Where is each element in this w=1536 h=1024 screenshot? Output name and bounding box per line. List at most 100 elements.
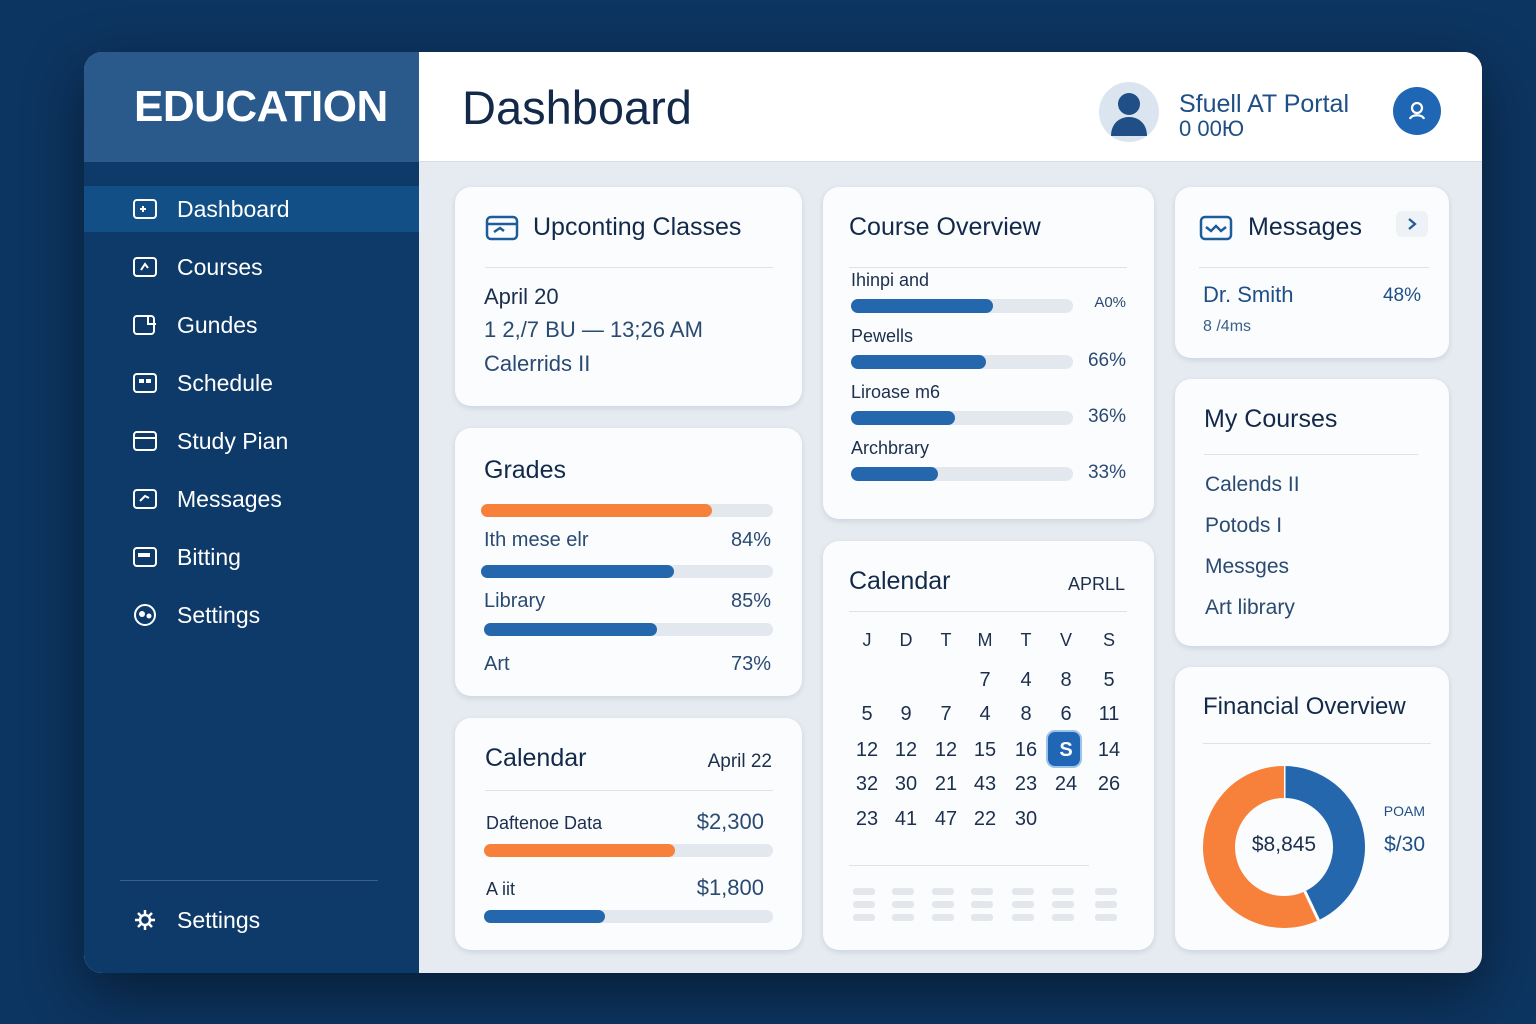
sidebar-item-messages[interactable]: Messages <box>84 476 419 522</box>
weekday-label: V <box>1059 630 1072 650</box>
course-label: Archbrary <box>851 438 930 458</box>
my-course-item[interactable]: Art library <box>1205 596 1295 619</box>
calendar-day[interactable]: 43 <box>973 773 997 795</box>
course-percent: A0% <box>1094 294 1126 311</box>
summary-value: $1,800 <box>696 875 764 900</box>
course-progress-fill <box>851 411 956 425</box>
calendar-day[interactable]: 23 <box>1014 773 1038 795</box>
financial-side-label: POAM <box>1383 803 1425 819</box>
donut-segment <box>1283 766 1365 921</box>
grade-value: 73% <box>730 653 771 675</box>
chevron-right-button[interactable] <box>1396 211 1428 237</box>
sidebar-item-courses[interactable]: Courses <box>84 244 419 290</box>
calendar-card: Calendar APRLL J D T M T V S 7 4 8 5 5 9 7 4 8 6 11 12 12 12… <box>823 541 1154 950</box>
calendar-day[interactable]: 30 <box>1014 808 1038 830</box>
course-percent: 33% <box>1087 462 1126 483</box>
settings-icon <box>132 603 158 627</box>
calendar-day[interactable]: 32 <box>855 773 879 795</box>
card-divider <box>1203 743 1431 744</box>
course-progress-fill <box>851 355 987 369</box>
sidebar-item-label: Settings <box>177 601 261 628</box>
calendar-day[interactable]: 24 <box>1054 773 1078 795</box>
placeholder-bar <box>892 914 914 921</box>
sidebar-item-study-plan[interactable]: Study Pian <box>84 418 419 464</box>
calendar-day[interactable]: 15 <box>973 739 997 761</box>
sidebar-item-dashboard[interactable]: Dashboard <box>84 186 419 232</box>
billing-icon <box>132 545 158 569</box>
page-title: Dashboard <box>462 81 692 134</box>
chevron-right-icon <box>1408 218 1417 230</box>
placeholder-bar <box>1012 888 1034 895</box>
sidebar-item-billing[interactable]: Bitting <box>84 534 419 580</box>
placeholder-bar <box>853 914 875 921</box>
sidebar-item-label: Dashboard <box>177 195 290 222</box>
donut-separator <box>1303 890 1320 921</box>
calendar-summary-date: April 22 <box>707 751 772 772</box>
calendar-day[interactable]: 16 <box>1014 739 1038 761</box>
calendar-day[interactable]: 9 <box>900 703 912 725</box>
course-percent: 36% <box>1087 406 1126 427</box>
grades-title: Grades <box>484 456 566 484</box>
calendar-day[interactable]: 5 <box>861 703 873 725</box>
grade-progress-fill <box>481 504 712 517</box>
calendar-summary-title: Calendar <box>485 744 587 772</box>
calendar-day[interactable]: 12 <box>855 739 879 761</box>
calendar-day[interactable]: 7 <box>940 703 952 725</box>
calendar-day[interactable]: 12 <box>894 739 918 761</box>
calendar-day[interactable]: 47 <box>934 808 958 830</box>
grade-progress-bar <box>484 623 773 636</box>
card-divider <box>485 790 773 791</box>
weekday-label: S <box>1102 630 1115 650</box>
message-sender[interactable]: Dr. Smith <box>1203 282 1294 307</box>
weekday-label: D <box>899 630 913 650</box>
calendar-day[interactable]: 41 <box>894 808 918 830</box>
calendar-day-selected[interactable]: S <box>1059 739 1073 761</box>
my-course-item[interactable]: Calends II <box>1205 473 1300 496</box>
donut-segment <box>1203 766 1319 928</box>
calendar-day[interactable]: 23 <box>855 808 879 830</box>
sidebar-nav: Dashboard Courses Gundes Schedule <box>84 186 419 650</box>
summary-value: $2,300 <box>696 809 764 834</box>
calendar-day[interactable]: 4 <box>979 703 991 725</box>
calendar-day[interactable]: 5 <box>1103 669 1115 691</box>
user-icon <box>1111 93 1147 136</box>
financial-center-value: $8,845 <box>1251 833 1317 856</box>
profile-button[interactable] <box>1393 87 1441 135</box>
sidebar: EDUCATION Dashboard Courses Gundes <box>84 52 419 973</box>
sidebar-item-settings[interactable]: Settings <box>84 592 419 638</box>
avatar[interactable] <box>1099 82 1159 142</box>
grade-label: Art <box>484 653 510 675</box>
sidebar-item-label: Schedule <box>177 369 273 396</box>
header: Dashboard Sfuell AT Portal 0 00Ю <box>419 52 1482 162</box>
calendar-day[interactable]: 14 <box>1097 739 1121 761</box>
my-course-item[interactable]: Potods I <box>1205 514 1283 537</box>
sidebar-item-grades[interactable]: Gundes <box>84 302 419 348</box>
sidebar-item-settings-bottom[interactable]: Settings <box>84 897 419 943</box>
grade-progress-bar <box>481 565 773 578</box>
calendar-day[interactable]: 8 <box>1060 669 1072 691</box>
grade-label: Ith mese elr <box>484 529 589 551</box>
placeholder-bar <box>1095 888 1117 895</box>
calendar-day[interactable]: 6 <box>1060 703 1072 725</box>
app-window: EDUCATION Dashboard Courses Gundes <box>84 52 1482 973</box>
placeholder-bar <box>932 901 954 908</box>
grade-progress-bar <box>481 504 773 517</box>
sidebar-divider <box>120 880 378 881</box>
calendar-day[interactable]: 11 <box>1098 703 1120 725</box>
calendar-day[interactable]: 21 <box>934 773 958 795</box>
sidebar-item-schedule[interactable]: Schedule <box>84 360 419 406</box>
calendar-day[interactable]: 7 <box>979 669 991 691</box>
card-divider <box>1204 454 1418 455</box>
calendar-day[interactable]: 26 <box>1097 773 1121 795</box>
calendar-day[interactable]: 30 <box>894 773 918 795</box>
profile-icon <box>1408 101 1426 120</box>
my-course-item[interactable]: Messges <box>1205 555 1290 578</box>
calendar-day[interactable]: 22 <box>973 808 997 830</box>
calendar-day[interactable]: 8 <box>1020 703 1032 725</box>
course-overview-title: Course Overview <box>849 213 1041 241</box>
placeholder-bar <box>1052 888 1074 895</box>
calendar-day[interactable]: 4 <box>1020 669 1032 691</box>
calendar-day[interactable]: 12 <box>934 739 958 761</box>
class-course: Calerrids II <box>484 351 591 376</box>
placeholder-bar <box>971 914 993 921</box>
